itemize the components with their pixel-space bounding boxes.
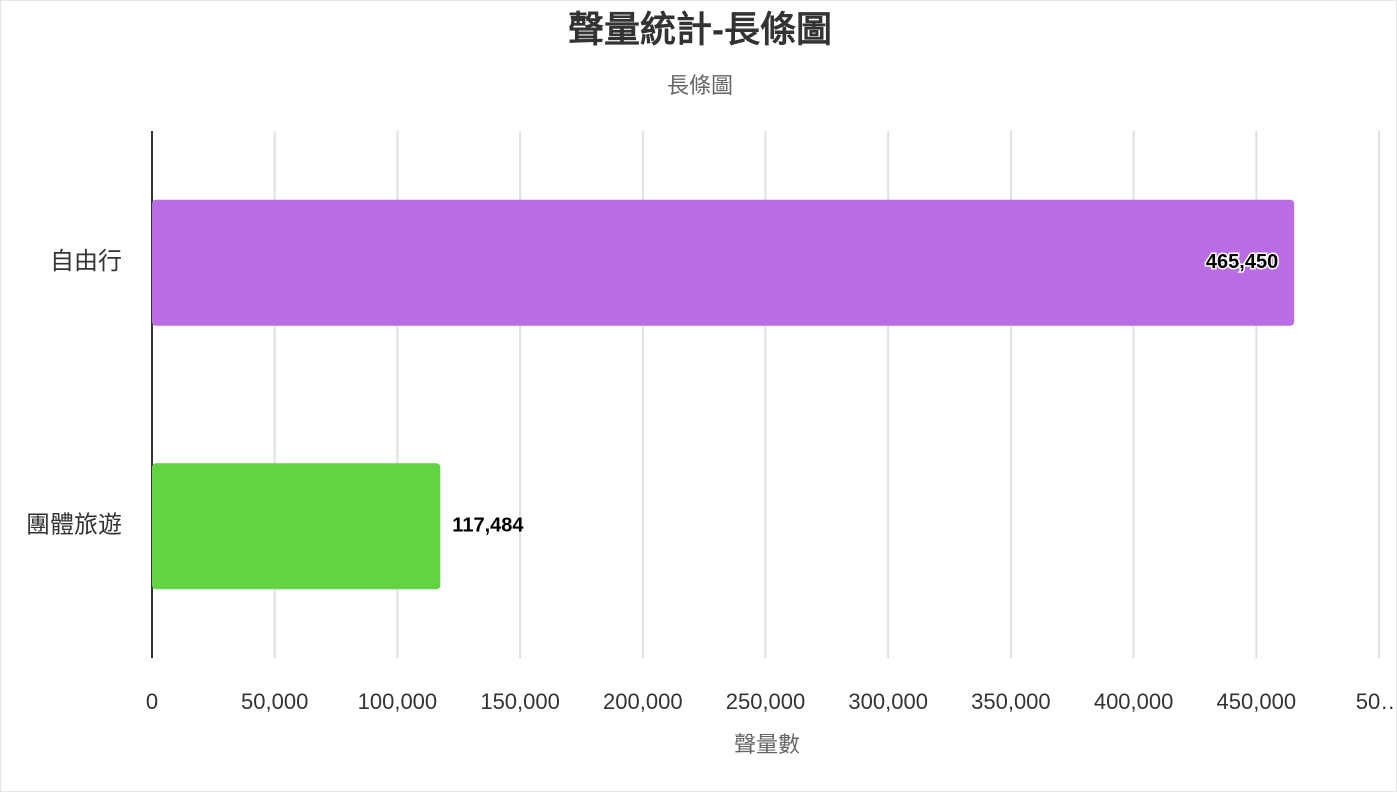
bar — [152, 463, 441, 590]
x-tick-label: 250,000 — [726, 689, 806, 714]
x-tick-label: 100,000 — [358, 689, 438, 714]
x-tick-label: 350,000 — [971, 689, 1051, 714]
chart-title: 聲量統計-長條圖 — [568, 9, 832, 50]
x-tick-label: 0 — [146, 689, 158, 714]
bar — [152, 199, 1295, 326]
x-tick-label: 200,000 — [603, 689, 683, 714]
x-tick-label: 450,000 — [1217, 689, 1297, 714]
x-tick-label: 150,000 — [480, 689, 560, 714]
x-axis-label: 聲量數 — [734, 732, 800, 757]
x-tick-label: 300,000 — [848, 689, 928, 714]
data-label: 465,450 — [1206, 251, 1278, 273]
y-tick-label: 團體旅遊 — [26, 512, 122, 539]
x-tick-label: 50… — [1356, 689, 1397, 714]
x-tick-label: 400,000 — [1094, 689, 1174, 714]
y-tick-label: 自由行 — [50, 248, 122, 275]
chart-subtitle: 長條圖 — [667, 73, 733, 98]
data-label: 117,484 — [452, 515, 524, 537]
x-tick-label: 50,000 — [241, 689, 308, 714]
